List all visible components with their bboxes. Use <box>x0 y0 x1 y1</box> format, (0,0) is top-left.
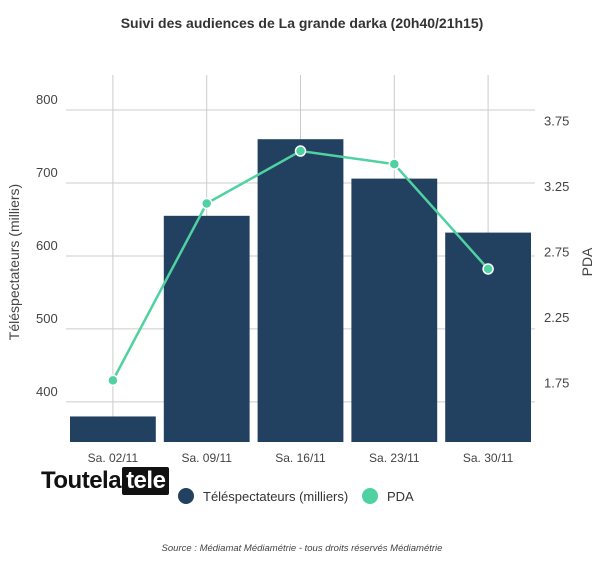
y-tick-label: 600 <box>36 238 58 253</box>
bar-Sa2311 <box>351 178 438 442</box>
bar-Sa0211 <box>70 416 156 442</box>
toutelatele-logo: Toutela tele <box>40 467 170 495</box>
x-tick-label: Sa. 23/11 <box>369 451 420 465</box>
bar-Sa0911 <box>163 215 250 442</box>
y-tick-label: 700 <box>36 165 58 180</box>
legend-marker-viewers <box>178 488 194 504</box>
legend-label-pda: PDA <box>387 489 414 504</box>
y2-axis-label: PDA <box>579 247 595 276</box>
pda-point <box>294 145 307 157</box>
y-axis-right: 1.75 2.25 2.75 3.25 3.75 <box>544 113 569 390</box>
y-axis-label: Téléspectateurs (milliers) <box>6 184 22 340</box>
pda-point <box>200 197 213 210</box>
y-tick-label: 800 <box>36 92 58 107</box>
bar-series <box>70 139 531 442</box>
x-tick-label: Sa. 09/11 <box>181 451 232 465</box>
x-axis: Sa. 02/11 Sa. 09/11 Sa. 16/11 Sa. 23/11 Sa. … <box>88 451 514 465</box>
y-tick-label: 400 <box>36 384 58 399</box>
y-axis-left: 400 500 600 700 800 <box>36 92 58 399</box>
logo-text-part2: tele <box>122 467 170 495</box>
chart-title: Suivi des audiences de La grande darka (… <box>121 15 484 31</box>
x-tick-label: Sa. 30/11 <box>463 451 514 465</box>
x-tick-label: Sa. 02/11 <box>88 451 139 465</box>
legend-marker-pda <box>362 488 378 504</box>
y-tick-label: 500 <box>36 311 58 326</box>
y2-tick-label: 3.25 <box>544 179 569 194</box>
y2-tick-label: 3.75 <box>544 113 569 128</box>
y2-tick-label: 2.25 <box>544 310 569 325</box>
source-note: Source : Médiamat Médiamétrie - tous dro… <box>162 543 443 554</box>
x-tick-label: Sa. 16/11 <box>275 451 326 465</box>
line-series <box>107 145 494 387</box>
legend-label-viewers: Téléspectateurs (milliers) <box>203 489 348 504</box>
y2-tick-label: 2.75 <box>544 244 569 259</box>
bar-Sa1611 <box>257 139 344 442</box>
logo-text-part1: Toutela <box>41 467 122 494</box>
pda-point <box>482 263 494 275</box>
y2-tick-label: 1.75 <box>544 376 569 391</box>
pda-point <box>107 374 119 387</box>
pda-point <box>388 158 401 170</box>
legend: Téléspectateurs (milliers) PDA <box>178 488 414 504</box>
